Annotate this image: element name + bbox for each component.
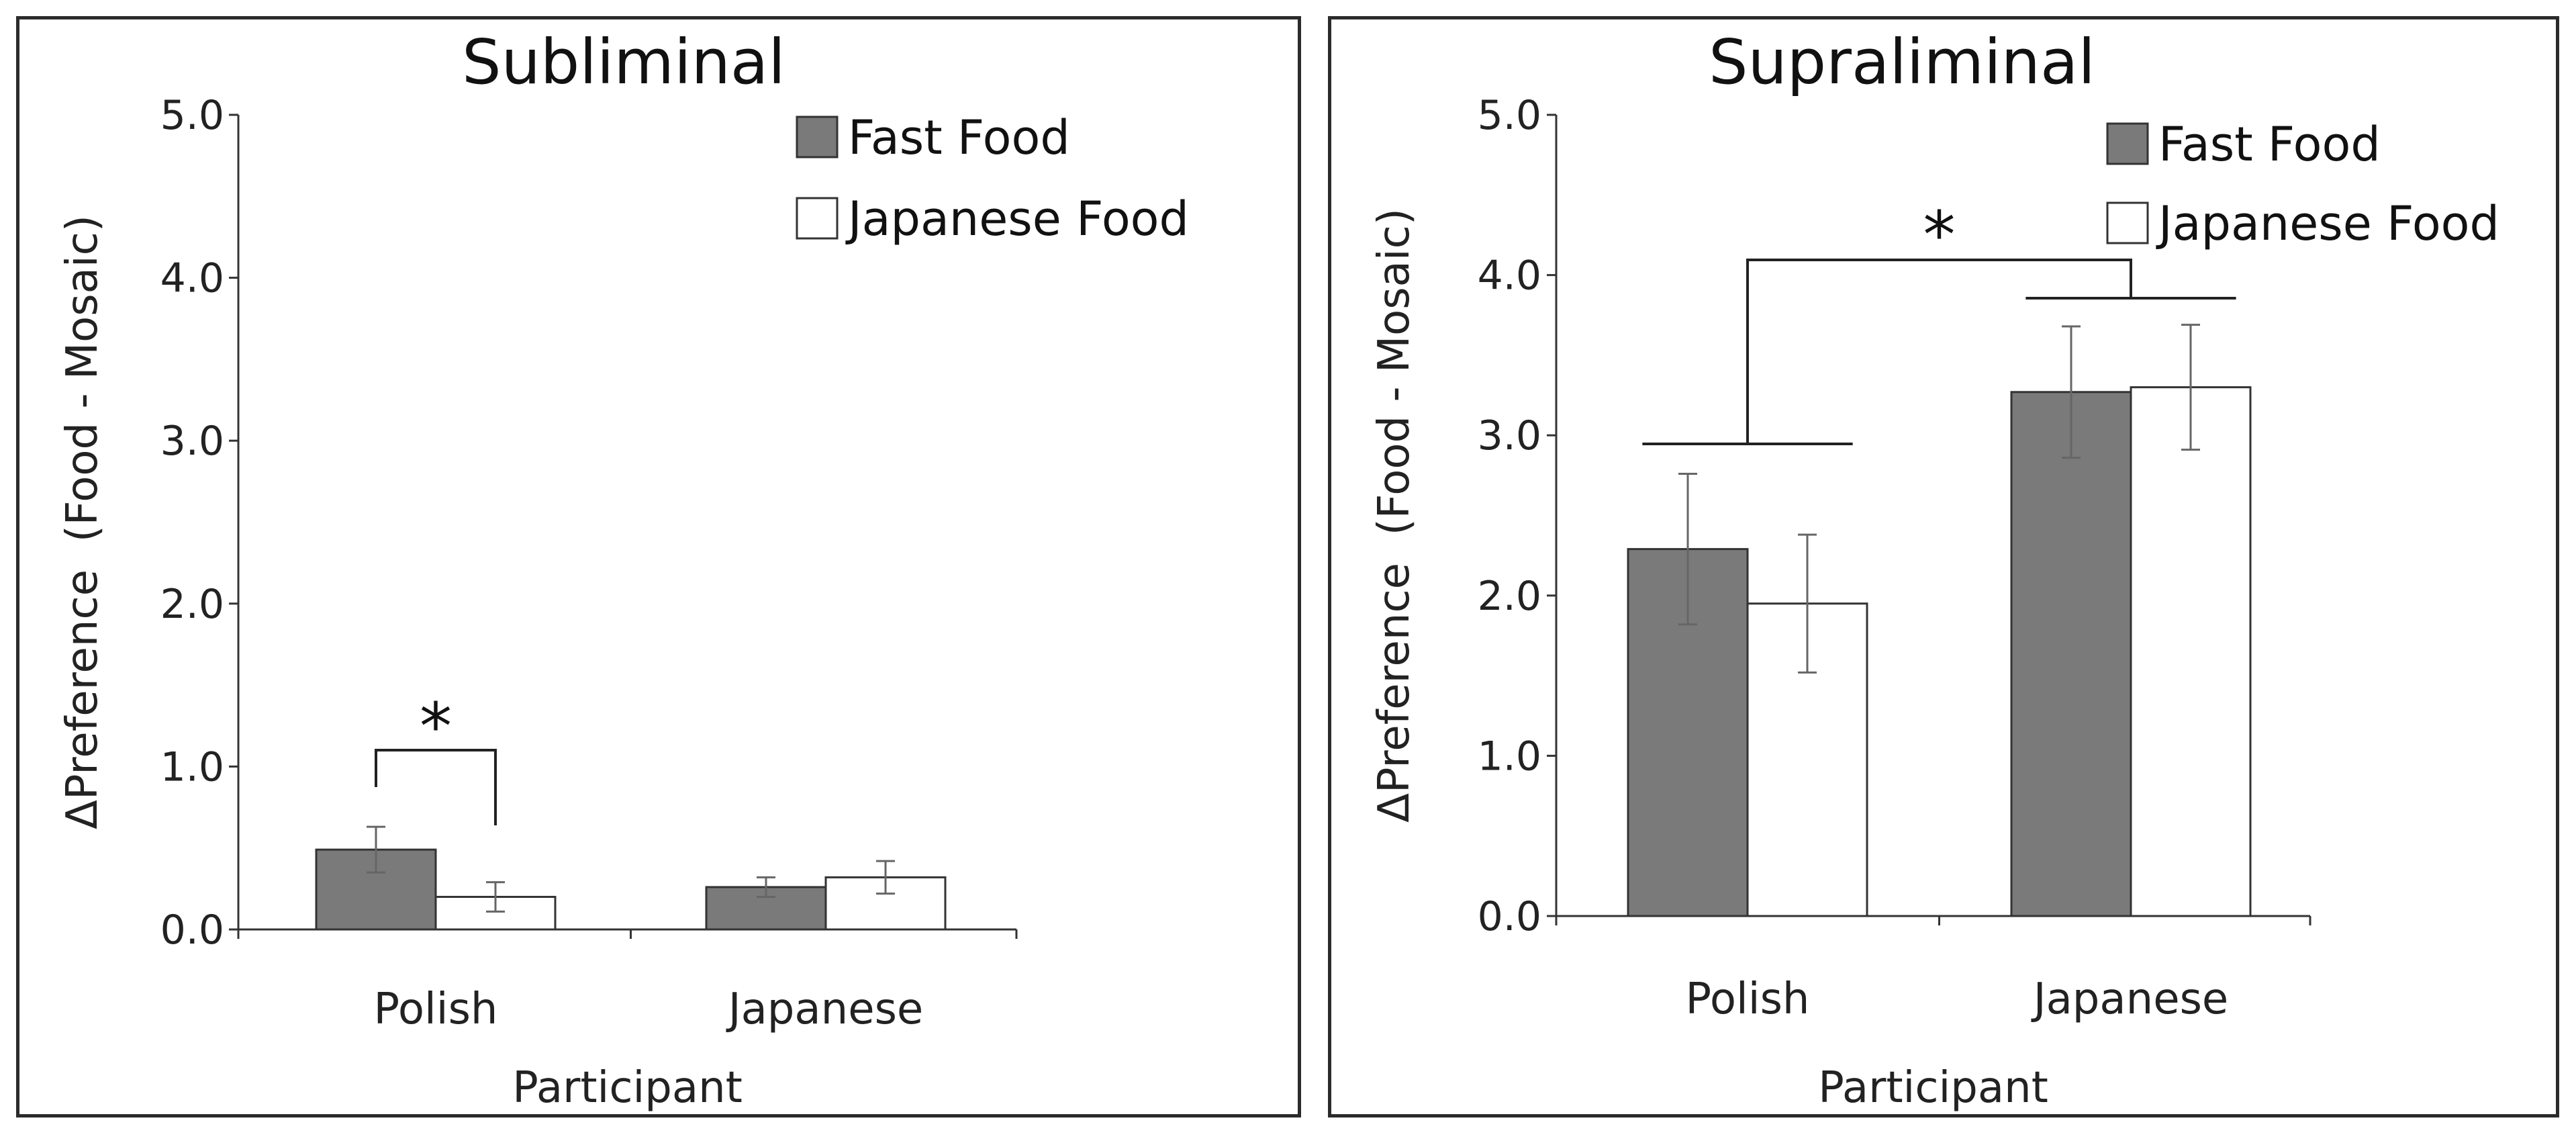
chart-title: Subliminal [462,26,785,98]
significance-bracket [375,749,497,825]
legend-label: Japanese Food [845,191,1189,246]
x-axis-label: Participant [512,1063,743,1113]
bar-japanese-japanese-food [824,876,947,931]
legend-label: Japanese Food [2156,196,2499,251]
chart-panel-supraliminal: Supraliminal 0.0 1.0 2.0 3.0 4.0 5.0 Polish Japa… [1328,16,2559,1117]
significance-star: * [1923,197,1956,273]
x-axis-label: Participant [1818,1063,2048,1113]
x-category-label: Japanese [726,985,924,1034]
y-tick-label: 2.0 [1478,573,1541,620]
y-tick-label: 0.0 [160,907,224,954]
y-tick-label: 5.0 [1478,92,1541,139]
legend-swatch-fast-food [796,116,839,158]
y-tick-label: 4.0 [1478,253,1541,300]
y-tick-label: 1.0 [160,743,224,790]
legend-label: Fast Food [848,110,1070,165]
significance-star: * [420,689,452,764]
chart-title: Supraliminal [1709,26,2095,98]
legend-swatch-japanese-food [2106,201,2149,244]
significance-bracket [1746,259,2132,444]
y-tick-label: 3.0 [1478,412,1541,459]
y-axis-label: ΔPreference (Food - Mosaic) [1370,208,1419,823]
chart-supraliminal: Supraliminal 0.0 1.0 2.0 3.0 4.0 5.0 Polish Japa… [1370,26,2499,1113]
x-category-label: Polish [1686,974,1810,1024]
y-tick-label: 5.0 [160,92,224,139]
y-tick-label: 2.0 [160,581,224,628]
legend-swatch-fast-food [2106,122,2149,165]
y-axis-label: ΔPreference (Food - Mosaic) [58,215,107,829]
chart-subliminal: Subliminal 0.0 1.0 2.0 3.0 4.0 5.0 Polish Japane… [58,26,1189,1113]
x-category-label: Japanese [2031,974,2229,1024]
y-tick-label: 4.0 [160,255,224,302]
chart-panel-subliminal: Subliminal 0.0 1.0 2.0 3.0 4.0 5.0 Polish Japane… [16,16,1301,1117]
bar-japanese-fast-food [2010,391,2132,917]
y-tick-label: 1.0 [1478,733,1541,780]
legend-swatch-japanese-food [796,197,839,240]
legend-label: Fast Food [2158,117,2381,172]
bar-japanese-japanese-food [2130,386,2252,917]
x-category-label: Polish [374,985,498,1034]
y-tick-label: 3.0 [160,418,224,465]
y-tick-label: 0.0 [1478,893,1541,940]
